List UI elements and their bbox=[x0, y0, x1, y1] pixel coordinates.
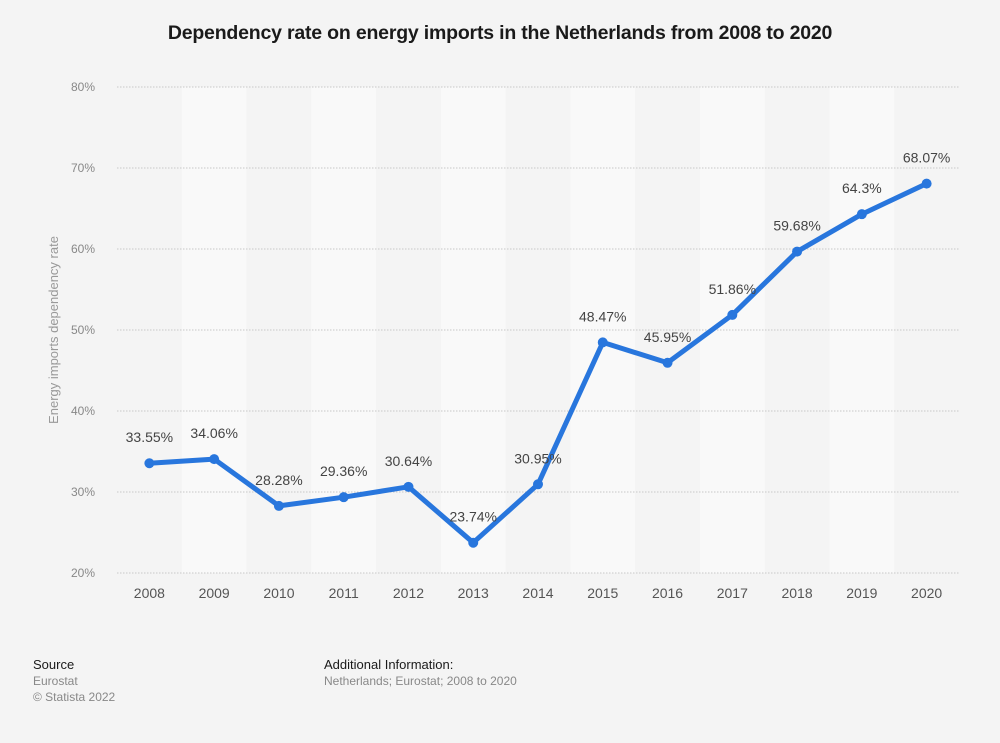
data-point bbox=[662, 357, 673, 368]
data-label: 48.47% bbox=[579, 308, 626, 324]
y-tick-label: 70% bbox=[71, 161, 95, 175]
y-tick-label: 50% bbox=[71, 323, 95, 337]
x-tick-label: 2014 bbox=[522, 585, 553, 601]
data-label: 68.07% bbox=[903, 150, 950, 166]
gridlines bbox=[117, 86, 959, 574]
additional-info-block: Additional Information: Netherlands; Eur… bbox=[324, 657, 517, 689]
copyright: © Statista 2022 bbox=[33, 690, 116, 704]
x-tick-label: 2012 bbox=[393, 585, 424, 601]
x-tick-label: 2019 bbox=[846, 585, 877, 601]
data-label: 30.64% bbox=[385, 453, 432, 469]
data-point bbox=[273, 500, 284, 511]
data-label: 30.95% bbox=[514, 450, 561, 466]
x-tick-label: 2016 bbox=[652, 585, 683, 601]
data-label: 45.95% bbox=[644, 329, 691, 345]
data-point bbox=[144, 458, 155, 469]
data-label: 28.28% bbox=[255, 472, 302, 488]
source-heading: Source bbox=[33, 657, 75, 672]
data-point bbox=[403, 481, 414, 492]
data-point bbox=[209, 454, 220, 465]
y-tick-label: 80% bbox=[71, 80, 95, 94]
source-block: Source Eurostat © Statista 2022 bbox=[33, 657, 115, 705]
data-point bbox=[921, 178, 932, 189]
data-label: 34.06% bbox=[190, 425, 237, 441]
x-tick-label: 2009 bbox=[199, 585, 230, 601]
chart-title: Dependency rate on energy imports in the… bbox=[167, 22, 833, 44]
data-point bbox=[856, 209, 867, 220]
data-point bbox=[338, 492, 349, 503]
data-point bbox=[792, 246, 803, 257]
x-tick-label: 2015 bbox=[587, 585, 618, 601]
data-point bbox=[468, 537, 479, 548]
y-axis-title: Energy imports dependency rate bbox=[46, 236, 61, 424]
y-tick-label: 40% bbox=[71, 404, 95, 418]
x-tick-label: 2017 bbox=[717, 585, 748, 601]
x-tick-label: 2010 bbox=[263, 585, 294, 601]
column-band bbox=[440, 87, 506, 573]
y-tick-label: 60% bbox=[71, 242, 95, 256]
data-label: 51.86% bbox=[709, 281, 756, 297]
additional-info-text: Netherlands; Eurostat; 2008 to 2020 bbox=[324, 674, 517, 688]
x-tick-label: 2011 bbox=[329, 585, 359, 601]
data-label: 29.36% bbox=[320, 463, 367, 479]
x-axis-ticks: 2008 2009 2010 2011 2012 2013 2014 2015 2016 2017… bbox=[134, 585, 943, 601]
data-point bbox=[533, 479, 543, 490]
x-tick-label: 2008 bbox=[134, 585, 165, 601]
data-points bbox=[144, 178, 932, 548]
data-point bbox=[597, 337, 608, 348]
data-label: 64.3% bbox=[842, 180, 882, 196]
data-label: 23.74% bbox=[449, 509, 496, 525]
data-labels: 33.55% 34.06% 28.28% 29.36% 30.64% 23.74% 30.9… bbox=[126, 150, 951, 525]
x-tick-label: 2013 bbox=[458, 585, 489, 601]
data-label: 59.68% bbox=[773, 218, 820, 234]
y-tick-label: 20% bbox=[71, 566, 95, 580]
additional-info-heading: Additional Information: bbox=[324, 657, 454, 672]
data-label: 33.55% bbox=[126, 429, 173, 445]
source-name[interactable]: Eurostat bbox=[33, 674, 78, 688]
y-tick-label: 30% bbox=[71, 485, 95, 499]
data-point bbox=[727, 309, 738, 320]
x-tick-label: 2018 bbox=[781, 585, 812, 601]
y-axis-ticks: 20% 30% 40% 50% 60% 70% 80% bbox=[71, 80, 95, 580]
x-tick-label: 2020 bbox=[911, 585, 942, 601]
